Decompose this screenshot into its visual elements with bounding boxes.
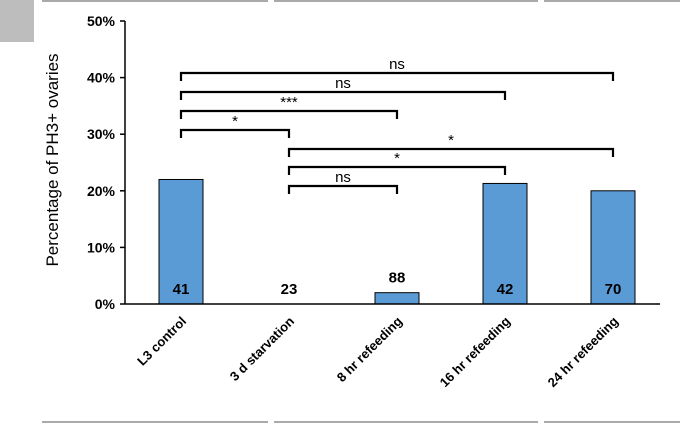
bar-24-hr-refeeding bbox=[590, 190, 636, 305]
significance-label: ns bbox=[389, 56, 405, 73]
bars bbox=[158, 178, 636, 305]
significance-bracket bbox=[179, 109, 399, 119]
axes bbox=[124, 21, 660, 305]
y-tick-label: 20% bbox=[87, 183, 116, 199]
y-tick-label: 0% bbox=[95, 296, 116, 312]
significance-label: * bbox=[448, 132, 454, 149]
significance-bracket bbox=[179, 90, 507, 100]
y-axis-title: Percentage of PH3+ ovaries bbox=[43, 53, 62, 266]
sample-size-label: 70 bbox=[605, 281, 622, 298]
significance-label: *** bbox=[280, 94, 298, 111]
significance-bracket bbox=[287, 165, 507, 175]
significance-label: * bbox=[394, 150, 400, 167]
category-label: 16 hr refeeding bbox=[437, 313, 514, 390]
y-axis-ticks: 0% 10% 20% 30% 40% 50% bbox=[87, 13, 125, 312]
y-tick-label: 10% bbox=[87, 239, 116, 255]
category-label: 3 d starvation bbox=[227, 313, 297, 383]
category-label: 8 hr refeeding bbox=[334, 313, 405, 384]
significance-label: ns bbox=[335, 75, 351, 92]
bar-8-hr-refeeding bbox=[374, 292, 420, 305]
significance-bracket bbox=[179, 128, 291, 138]
significance-bracket bbox=[287, 147, 615, 157]
sample-size-labels: 41 23 88 42 70 bbox=[173, 270, 622, 298]
bar-l3-control bbox=[158, 178, 204, 305]
significance-label: * bbox=[232, 113, 238, 130]
significance-bracket bbox=[287, 184, 399, 194]
y-tick-label: 40% bbox=[87, 70, 116, 86]
sample-size-label: 23 bbox=[281, 281, 298, 298]
sample-size-label: 41 bbox=[173, 281, 190, 298]
category-label: 24 hr refeeding bbox=[545, 313, 622, 390]
bar-16-hr-refeeding bbox=[482, 182, 528, 305]
significance-label: ns bbox=[335, 169, 351, 186]
category-label: L3 control bbox=[134, 314, 189, 369]
sample-size-label: 42 bbox=[497, 281, 514, 298]
significance-bracket bbox=[179, 71, 615, 81]
y-tick-label: 30% bbox=[87, 126, 116, 142]
corner-thumbnail bbox=[0, 0, 34, 42]
y-tick-label: 50% bbox=[87, 13, 116, 29]
category-labels: L3 control 3 d starvation 8 hr refeeding 16… bbox=[134, 313, 621, 390]
sample-size-label: 88 bbox=[389, 270, 406, 287]
